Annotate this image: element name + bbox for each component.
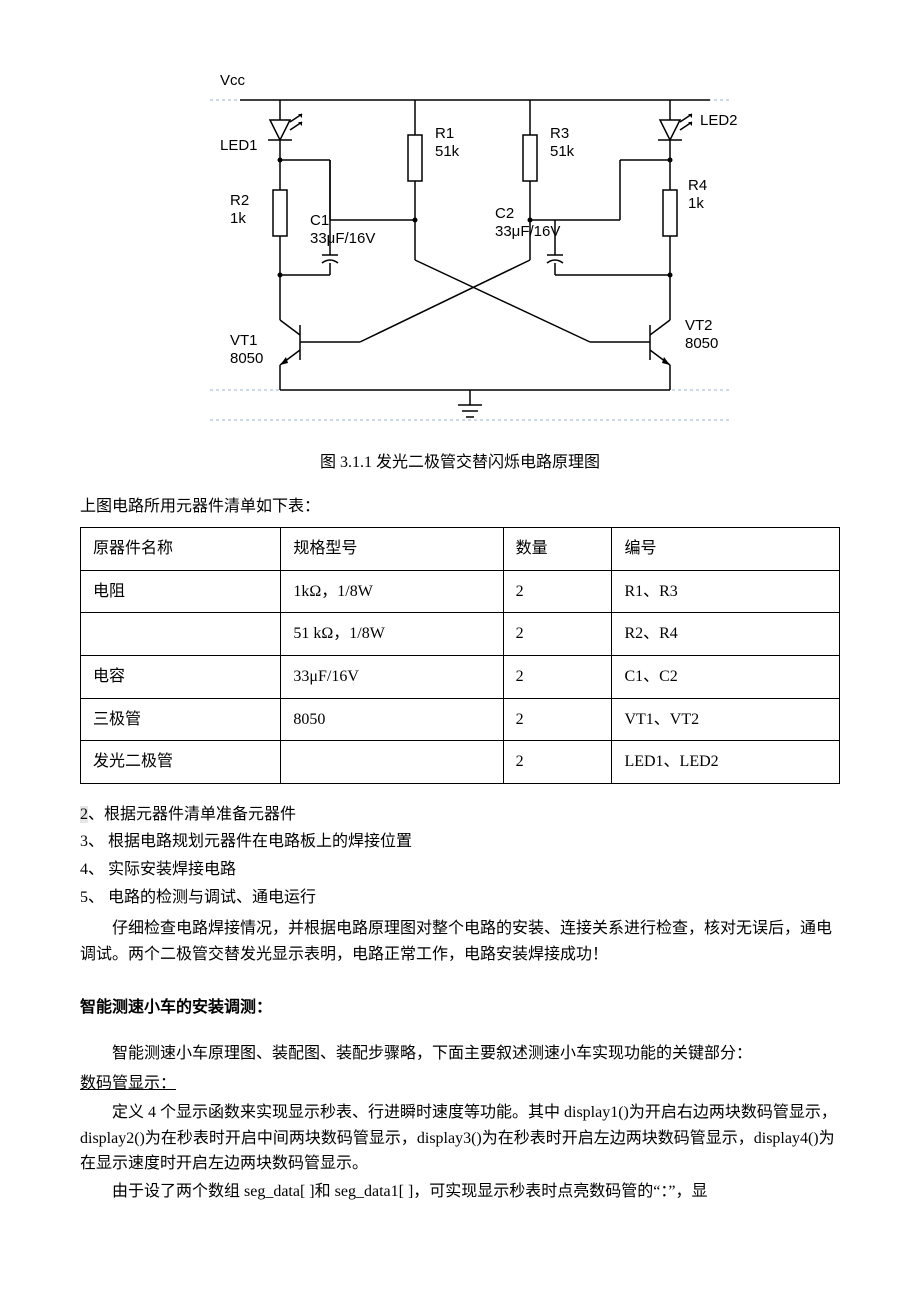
c1-value: 33μF/16V [310, 230, 375, 247]
section2-subtitle: 数码管显示： [80, 1075, 176, 1092]
table-header-row: 原器件名称 规格型号 数量 编号 [81, 528, 840, 571]
vt2-label: VT2 [685, 317, 713, 334]
led1-label: LED1 [220, 137, 258, 154]
r1-value: 51k [435, 143, 460, 160]
list-item: 2、根据元器件清单准备元器件 [80, 802, 840, 828]
table-row: 发光二极管2LED1、LED2 [81, 741, 840, 784]
th-qty: 数量 [503, 528, 612, 571]
r4-label: R4 [688, 177, 707, 194]
r2-label: R2 [230, 192, 249, 209]
bom-table: 原器件名称 规格型号 数量 编号 电阻1kΩ，1/8W2R1、R3 51 kΩ，… [80, 527, 840, 784]
c2-value: 33μF/16V [495, 223, 560, 240]
vt1-label: VT1 [230, 332, 258, 349]
vt1-value: 8050 [230, 350, 263, 367]
led2-label: LED2 [700, 112, 738, 129]
list-item: 5、 电路的检测与调试、通电运行 [80, 885, 840, 911]
th-spec: 规格型号 [281, 528, 503, 571]
list-item: 4、 实际安装焊接电路 [80, 857, 840, 883]
table-row: 三极管80502VT1、VT2 [81, 698, 840, 741]
c2-label: C2 [495, 205, 514, 222]
th-name: 原器件名称 [81, 528, 281, 571]
vt2-value: 8050 [685, 335, 718, 352]
figure-caption: 图 3.1.1 发光二极管交替闪烁电路原理图 [80, 450, 840, 476]
r3-label: R3 [550, 125, 569, 142]
section2-p2: 定义 4 个显示函数来实现显示秒表、行进瞬时速度等功能。其中 display1(… [80, 1100, 840, 1177]
r4-value: 1k [688, 195, 704, 212]
section2-title: 智能测速小车的安装调测： [80, 995, 840, 1021]
step5-detail: 仔细检查电路焊接情况，并根据电路原理图对整个电路的安装、连接关系进行检查，核对无… [80, 916, 840, 967]
r3-value: 51k [550, 143, 575, 160]
circuit-diagram: .wire { stroke:#000; stroke-width:1.5; f… [160, 60, 760, 440]
table-row: 51 kΩ，1/8W2R2、R4 [81, 613, 840, 656]
bom-intro: 上图电路所用元器件清单如下表： [80, 494, 840, 520]
table-row: 电容33μF/16V2C1、C2 [81, 655, 840, 698]
r1-label: R1 [435, 125, 454, 142]
steps-list: 2、根据元器件清单准备元器件 3、 根据电路规划元器件在电路板上的焊接位置 4、… [80, 802, 840, 910]
table-row: 电阻1kΩ，1/8W2R1、R3 [81, 570, 840, 613]
c1-label: C1 [310, 212, 329, 229]
section2-p3: 由于设了两个数组 seg_data[ ]和 seg_data1[ ]，可实现显示… [80, 1179, 840, 1205]
list-item: 3、 根据电路规划元器件在电路板上的焊接位置 [80, 829, 840, 855]
section2-p1: 智能测速小车原理图、装配图、装配步骤略，下面主要叙述测速小车实现功能的关键部分： [80, 1041, 840, 1067]
th-ref: 编号 [612, 528, 840, 571]
vcc-label: Vcc [220, 72, 246, 89]
r2-value: 1k [230, 210, 246, 227]
